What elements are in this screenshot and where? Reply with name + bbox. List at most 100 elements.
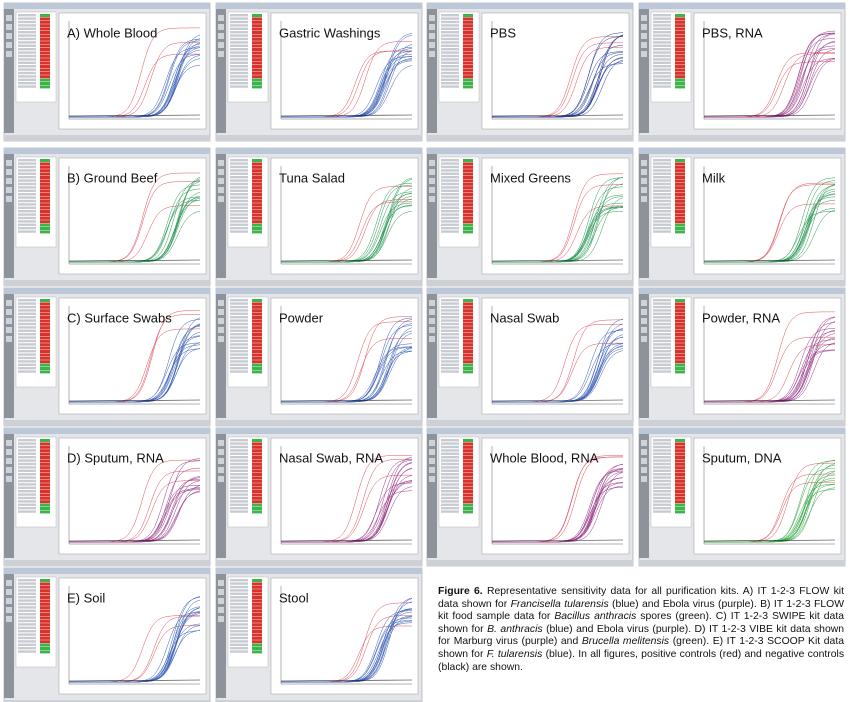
- tool-icon: [6, 336, 12, 342]
- row-status: [463, 323, 473, 326]
- tool-icon: [6, 458, 12, 464]
- row-name: [653, 58, 671, 60]
- row-name: [653, 227, 671, 229]
- title-bar: [216, 148, 422, 154]
- row-name: [441, 55, 459, 57]
- row-name: [18, 309, 36, 311]
- row-name: [653, 217, 671, 219]
- row-name: [18, 313, 36, 315]
- row-status: [252, 456, 262, 459]
- row-name: [441, 85, 459, 87]
- row-status: [40, 319, 50, 322]
- row-status: [40, 350, 50, 353]
- row-name: [653, 470, 671, 472]
- row-status: [40, 203, 50, 206]
- row-name: [653, 230, 671, 232]
- row-name: [18, 647, 36, 649]
- row-name: [441, 65, 459, 67]
- row-status: [252, 579, 262, 582]
- row-name: [18, 357, 36, 359]
- row-name: [441, 333, 459, 335]
- row-status: [252, 330, 262, 333]
- row-status: [463, 79, 473, 82]
- tool-icon: [218, 616, 224, 622]
- row-name: [230, 473, 248, 475]
- row-status: [40, 48, 50, 51]
- row-status: [675, 370, 685, 373]
- title-bar: [216, 288, 422, 294]
- row-status: [40, 593, 50, 596]
- row-name: [230, 490, 248, 492]
- row-name: [18, 319, 36, 321]
- row-status: [40, 299, 50, 302]
- row-status: [463, 446, 473, 449]
- row-status: [675, 196, 685, 199]
- row-status: [252, 637, 262, 640]
- row-status: [463, 367, 473, 370]
- row-status: [675, 169, 685, 172]
- row-status: [40, 323, 50, 326]
- tool-icon: [6, 467, 12, 473]
- row-status: [40, 476, 50, 479]
- row-status: [40, 79, 50, 82]
- row-name: [441, 176, 459, 178]
- row-name: [18, 367, 36, 369]
- row-name: [18, 179, 36, 181]
- row-status: [252, 470, 262, 473]
- row-status: [40, 207, 50, 210]
- row-status: [675, 497, 685, 500]
- row-name: [653, 179, 671, 181]
- row-name: [230, 68, 248, 70]
- row-name: [441, 453, 459, 455]
- row-status: [463, 350, 473, 353]
- row-name: [441, 343, 459, 345]
- row-status: [675, 79, 685, 82]
- row-status: [40, 599, 50, 602]
- tool-icon: [429, 449, 435, 455]
- row-name: [230, 582, 248, 584]
- tool-icon: [429, 440, 435, 446]
- row-status: [675, 210, 685, 213]
- row-name: [441, 483, 459, 485]
- screenshot-panel: D) Sputum, RNA: [4, 428, 210, 566]
- row-status: [675, 72, 685, 75]
- row-name: [230, 459, 248, 461]
- screenshot-panel: Mixed Greens: [427, 148, 633, 286]
- row-status: [40, 650, 50, 653]
- row-name: [230, 326, 248, 328]
- row-name: [441, 162, 459, 164]
- row-status: [675, 190, 685, 193]
- row-name: [441, 203, 459, 205]
- row-status: [40, 193, 50, 196]
- row-name: [653, 210, 671, 212]
- row-status: [463, 196, 473, 199]
- row-status: [252, 476, 262, 479]
- row-status: [463, 41, 473, 44]
- tool-icon: [218, 449, 224, 455]
- row-status: [463, 336, 473, 339]
- row-status: [252, 17, 262, 20]
- row-name: [18, 333, 36, 335]
- row-name: [18, 504, 36, 506]
- tool-icon: [218, 318, 224, 324]
- row-name: [230, 217, 248, 219]
- row-status: [252, 353, 262, 356]
- row-status: [252, 336, 262, 339]
- row-name: [441, 360, 459, 362]
- row-status: [463, 58, 473, 61]
- row-status: [463, 173, 473, 176]
- row-name: [18, 190, 36, 192]
- row-status: [252, 200, 262, 203]
- row-status: [40, 306, 50, 309]
- status-bar: [216, 420, 422, 426]
- panel-label: E) Soil: [67, 590, 105, 605]
- row-status: [675, 480, 685, 483]
- row-name: [18, 370, 36, 372]
- row-name: [18, 41, 36, 43]
- row-name: [18, 183, 36, 185]
- tool-icon: [6, 327, 12, 333]
- row-name: [18, 213, 36, 215]
- row-status: [675, 207, 685, 210]
- row-name: [18, 176, 36, 178]
- row-name: [230, 370, 248, 372]
